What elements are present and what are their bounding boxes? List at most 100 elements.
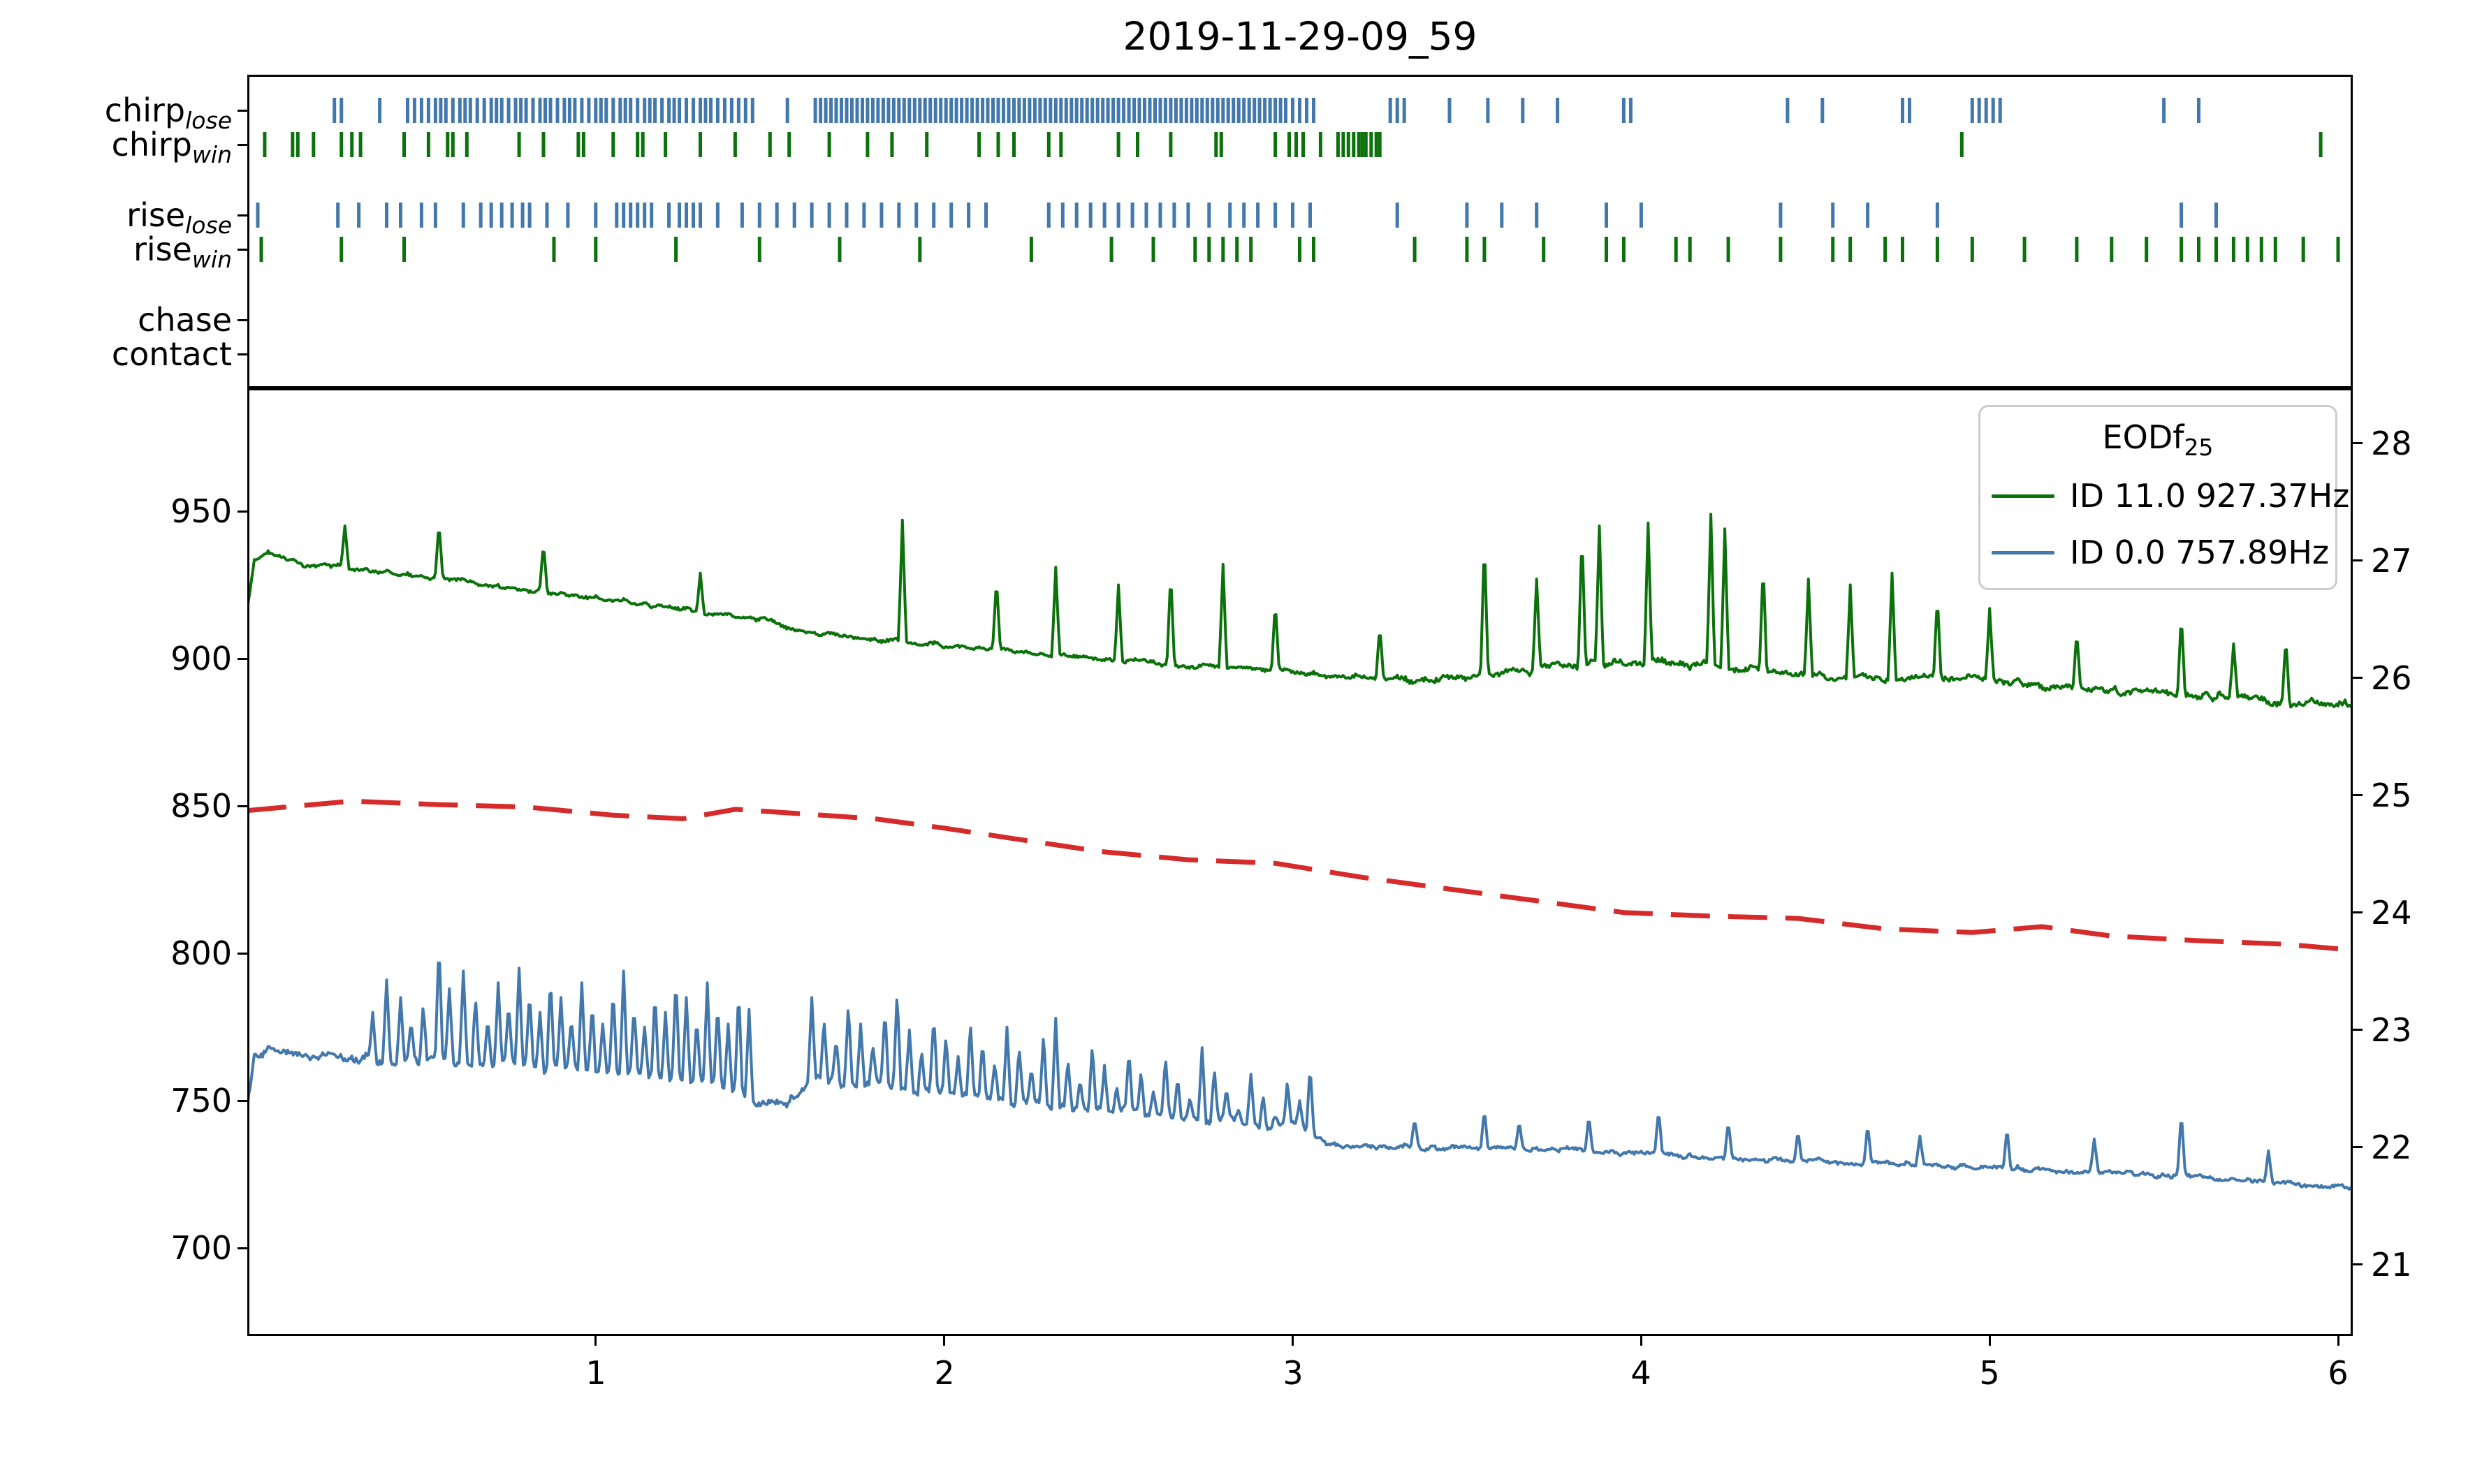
event-mark-rise_win [1970,237,1974,262]
event-mark-chirp_win [1116,132,1120,157]
event-mark-chirp_lose [1253,98,1257,123]
row-label-chirp_win: chirpwin [111,126,232,168]
x-axis-tick [594,1336,597,1346]
x-axis-tick [1989,1336,1991,1346]
event-mark-chirp_lose [912,98,917,123]
x-axis-tick-label: 3 [1283,1354,1304,1392]
series-line-id-0-0-757-89hz [247,961,2353,1191]
event-mark-rise_win [1779,237,1783,262]
event-mark-rise_win [2336,237,2340,262]
event-mark-chirp_lose [660,98,664,123]
event-mark-chirp_lose [433,98,437,123]
x-axis-tick-label: 4 [1630,1354,1651,1392]
event-mark-chirp_lose [1278,98,1283,123]
event-mark-rise_win [1235,237,1239,262]
event-mark-rise_lose [1866,203,1870,228]
event-mark-chirp_lose [1143,98,1146,123]
event-mark-chirp_win [1301,132,1305,157]
event-mark-chirp_lose [1127,98,1131,123]
event-mark-rise_win [1542,237,1546,262]
event-mark-chirp_lose [850,98,854,123]
event-mark-chirp_lose [636,98,640,123]
event-mark-rise_win [1465,237,1469,262]
event-mark-chirp_lose [1215,98,1220,123]
event-mark-chirp_lose [653,98,657,123]
event-mark-chirp_lose [1221,98,1225,123]
event-mark-chirp_lose [1179,98,1183,123]
event-mark-rise_lose [914,203,919,228]
event-mark-chirp_lose [881,98,885,123]
event-mark-rise_lose [1605,203,1608,228]
event-mark-chirp_lose [1312,98,1315,123]
row-label-subscript: lose [185,107,232,134]
event-mark-chirp_lose [1908,98,1911,123]
event-mark-rise_lose [740,203,744,228]
event-mark-chirp_win [402,132,406,157]
event-mark-chirp_win [295,132,300,157]
x-axis-tick [2337,1336,2339,1346]
event-mark-chirp_lose [1200,98,1204,123]
event-mark-rise_lose [792,203,796,228]
event-mark-chirp_lose [861,98,864,123]
event-mark-rise_win [2231,237,2235,262]
event-mark-chirp_lose [499,98,504,123]
event-mark-chirp_lose [648,98,652,123]
event-mark-rise_win [1935,237,1939,262]
eodf-plot [247,388,2353,1336]
event-mark-chirp_lose [729,98,733,123]
row-label-contact: contact [111,335,232,373]
event-mark-chirp_lose [699,98,702,123]
event-mark-rise_win [1848,237,1853,262]
event-mark-chirp_lose [876,98,880,123]
event-mark-chirp_lose [813,98,817,123]
right-axis-tick [2353,1263,2363,1265]
event-mark-chirp_lose [519,98,523,123]
event-mark-chirp_win [1169,132,1173,157]
x-axis-tick [1640,1336,1642,1346]
event-mark-chirp_win [1294,132,1298,157]
event-mark-rise_lose [520,203,525,228]
event-mark-chirp_lose [736,98,740,123]
event-mark-chirp_win [517,132,521,157]
event-mark-chirp_win [263,132,267,157]
event-mark-rise_lose [2214,203,2218,228]
event-mark-rise_lose [615,203,619,228]
left-axis-tick-label: 700 [170,1229,232,1267]
event-mark-chirp_win [733,132,737,157]
event-mark-chirp_lose [1017,98,1021,123]
event-mark-chirp_lose [1132,98,1137,123]
event-mark-chirp_lose [692,98,695,123]
event-mark-chirp_win [1352,132,1356,157]
event-mark-chirp_lose [886,98,891,123]
row-tick-chirp_win [238,143,247,146]
event-mark-rise_win [1312,237,1315,262]
event-mark-rise_lose [692,203,695,228]
event-mark-chirp_win [1959,132,1964,157]
event-mark-rise_lose [827,203,831,228]
event-mark-rise_lose [1207,203,1211,228]
event-mark-chirp_lose [1053,98,1058,123]
event-mark-rise_lose [897,203,901,228]
event-mark-chirp_lose [722,98,727,123]
event-mark-chirp_lose [1174,98,1178,123]
event-mark-chirp_win [768,132,772,157]
event-mark-rise_lose [1228,203,1232,228]
event-mark-rise_lose [566,203,570,228]
event-mark-chirp_win [576,132,581,157]
event-mark-chirp_win [1214,132,1218,157]
legend-entry-green: ID 11.0 927.37Hz [1980,478,2349,513]
event-mark-chirp_win [1374,132,1378,157]
event-mark-chirp_lose [970,98,974,123]
event-mark-chirp_lose [1247,98,1251,123]
event-mark-chirp_lose [1998,98,2002,123]
event-mark-chirp_lose [580,98,584,123]
event-mark-chirp_win [611,132,615,157]
right-axis-tick [2353,559,2363,561]
event-mark-chirp_lose [866,98,870,123]
event-mark-chirp_lose [672,98,676,123]
right-axis-tick-label: 21 [2371,1246,2412,1284]
event-mark-rise_lose [862,203,866,228]
event-mark-chirp_lose [1090,98,1095,123]
x-axis-tick-label: 2 [934,1354,955,1392]
event-mark-rise_win [1151,237,1155,262]
